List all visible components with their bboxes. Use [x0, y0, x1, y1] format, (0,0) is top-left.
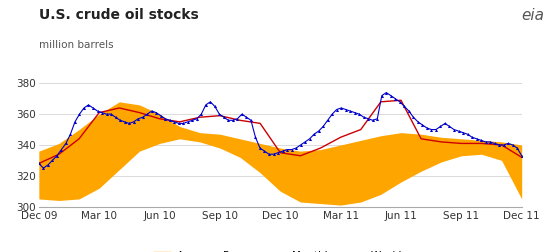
Legend: Average Range, Monthly, Weekly: Average Range, Monthly, Weekly [153, 251, 408, 252]
Text: U.S. crude oil stocks: U.S. crude oil stocks [39, 8, 199, 22]
Text: million barrels: million barrels [39, 40, 113, 50]
Text: eia: eia [521, 8, 544, 23]
